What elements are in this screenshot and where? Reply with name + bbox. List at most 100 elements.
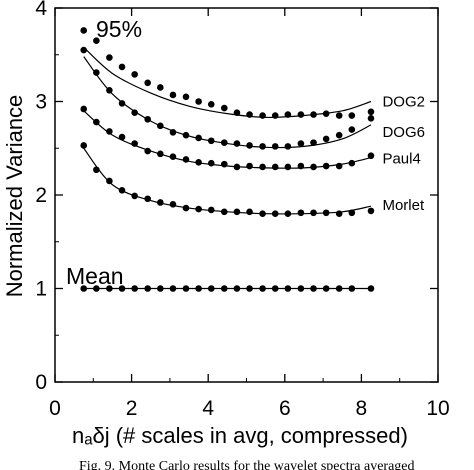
point-morlet xyxy=(367,207,375,215)
series-label-dog2: DOG2 xyxy=(382,94,425,111)
point-dog6 xyxy=(246,142,253,149)
point-dog2 xyxy=(310,111,317,118)
x-tick-label: 0 xyxy=(49,397,61,420)
point-dog2 xyxy=(233,109,241,117)
point-morlet xyxy=(322,209,330,217)
point-dog2 xyxy=(297,111,305,118)
point-morlet xyxy=(284,210,292,217)
point-morlet xyxy=(348,209,356,217)
point-mean xyxy=(207,285,215,292)
point-paul4 xyxy=(157,150,164,158)
point-morlet xyxy=(297,209,305,217)
x-tick-label: 8 xyxy=(356,397,368,420)
point-dog6 xyxy=(106,86,113,94)
point-dog2 xyxy=(322,110,330,117)
curve-morlet xyxy=(83,147,372,215)
point-morlet xyxy=(233,208,241,216)
point-morlet xyxy=(106,177,113,185)
point-dog2 xyxy=(271,112,279,119)
point-dog2 xyxy=(246,111,253,118)
point-paul4 xyxy=(207,159,215,167)
x-tick-label: 10 xyxy=(426,397,449,420)
point-dog6 xyxy=(131,109,138,117)
point-mean xyxy=(195,285,202,292)
point-morlet xyxy=(259,210,266,217)
point-mean xyxy=(284,285,292,292)
point-dog2 xyxy=(367,108,375,116)
point-paul4 xyxy=(310,163,317,171)
point-paul4 xyxy=(106,128,113,135)
point-dog2 xyxy=(144,79,151,87)
point-dog2 xyxy=(169,91,177,99)
point-dog6 xyxy=(259,143,266,150)
point-mean xyxy=(233,285,241,292)
y-tick-label: 1 xyxy=(35,278,47,301)
point-paul4 xyxy=(195,158,202,166)
series-label-morlet: Morlet xyxy=(382,197,425,214)
point-morlet xyxy=(246,208,253,216)
point-dog6 xyxy=(367,115,375,122)
point-paul4 xyxy=(246,162,253,170)
point-paul4 xyxy=(367,152,375,160)
point-mean xyxy=(246,285,253,292)
point-dog6 xyxy=(207,137,215,145)
point-dog6 xyxy=(271,143,279,150)
point-paul4 xyxy=(80,105,88,113)
percentile-annotation: 95% xyxy=(96,16,142,42)
y-tick-label: 4 xyxy=(35,0,47,20)
point-paul4 xyxy=(322,162,330,170)
point-morlet xyxy=(195,205,202,213)
plot-frame xyxy=(54,7,439,383)
figure-caption: Fig. 9. Monte Carlo results for the wave… xyxy=(79,459,415,470)
point-paul4 xyxy=(118,133,126,141)
point-mean xyxy=(182,285,190,292)
point-dog6 xyxy=(284,143,292,150)
point-dog6 xyxy=(220,139,228,146)
y-axis-title: Normalized Variance xyxy=(2,95,27,298)
point-dog2 xyxy=(259,112,266,119)
point-dog2 xyxy=(207,101,215,108)
plot-border xyxy=(54,7,439,383)
point-dog6 xyxy=(348,126,356,133)
point-mean xyxy=(367,285,375,292)
point-paul4 xyxy=(93,118,100,126)
point-mean xyxy=(348,285,356,292)
series-labels: DOG2 DOG6 Paul4 Morlet xyxy=(382,94,425,215)
point-morlet xyxy=(131,192,138,200)
point-mean xyxy=(322,285,330,292)
point-morlet xyxy=(310,209,317,217)
y-tick-label: 3 xyxy=(35,91,47,114)
point-mean xyxy=(220,285,228,292)
point-mean xyxy=(106,285,113,292)
point-morlet xyxy=(220,208,228,216)
x-axis-ticks: 0 2 4 6 8 10 xyxy=(49,8,450,420)
series-label-paul4: Paul4 xyxy=(382,151,420,168)
x-axis-title: nₐδj (# scales in avg, compressed) xyxy=(72,423,408,448)
point-paul4 xyxy=(220,160,228,168)
point-mean xyxy=(271,285,279,292)
point-dog6 xyxy=(310,139,317,146)
point-morlet xyxy=(80,142,88,149)
point-paul4 xyxy=(284,163,292,171)
point-dog6 xyxy=(233,140,241,147)
point-dog2 xyxy=(284,111,292,118)
point-mean xyxy=(297,285,305,292)
point-morlet xyxy=(157,199,164,206)
point-dog2 xyxy=(118,63,126,71)
point-dog2 xyxy=(80,27,88,34)
point-mean xyxy=(335,285,343,292)
y-tick-label: 2 xyxy=(35,184,47,207)
point-paul4 xyxy=(131,140,138,147)
y-axis-ticks: 0 1 2 3 4 xyxy=(35,0,438,394)
y-tick-label: 0 xyxy=(35,371,47,394)
point-dog6 xyxy=(169,129,177,136)
point-paul4 xyxy=(144,147,151,155)
point-dog6 xyxy=(118,100,126,107)
curve-dog2 xyxy=(83,46,372,119)
point-paul4 xyxy=(182,156,190,163)
point-mean xyxy=(310,285,317,292)
point-paul4 xyxy=(271,163,279,171)
point-morlet xyxy=(144,195,151,203)
point-mean xyxy=(93,285,100,292)
point-dog6 xyxy=(144,115,151,123)
